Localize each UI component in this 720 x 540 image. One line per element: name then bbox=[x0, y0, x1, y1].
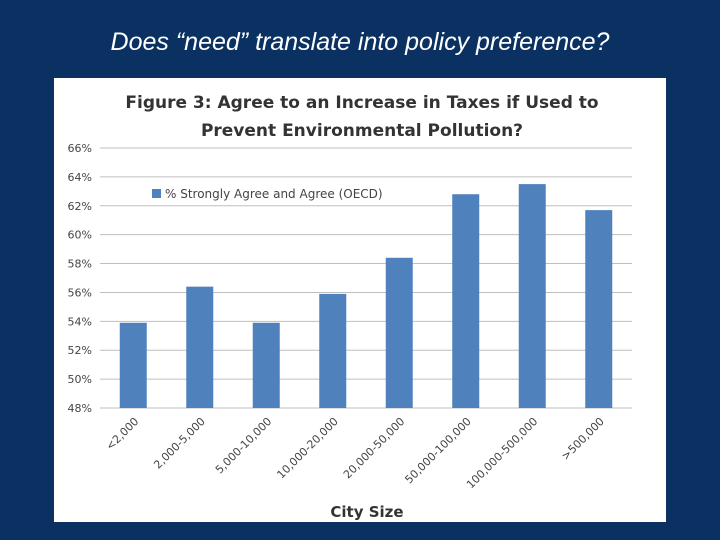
chart-panel: Figure 3: Agree to an Increase in Taxes … bbox=[54, 78, 666, 522]
y-tick-label: 58% bbox=[68, 258, 92, 271]
slide-title: Does “need” translate into policy prefer… bbox=[110, 28, 610, 56]
y-tick-label: 52% bbox=[68, 344, 92, 357]
bar bbox=[119, 322, 147, 408]
legend-label: % Strongly Agree and Agree (OECD) bbox=[165, 187, 383, 201]
bar-chart: Figure 3: Agree to an Increase in Taxes … bbox=[68, 93, 632, 521]
bar bbox=[385, 257, 413, 408]
chart-title-line-2: Prevent Environmental Pollution? bbox=[201, 121, 523, 141]
x-axis-ticks: <2,000 2,000-5,000 5,000-10,000 10,000-20,0… bbox=[103, 415, 606, 491]
y-tick-label: 64% bbox=[68, 171, 92, 184]
legend: % Strongly Agree and Agree (OECD) bbox=[152, 187, 383, 201]
bars bbox=[119, 184, 613, 408]
legend-swatch bbox=[152, 189, 161, 198]
x-tick-label: 10,000-20,000 bbox=[274, 415, 340, 481]
x-tick-label: 5,000-10,000 bbox=[213, 415, 274, 476]
y-tick-label: 56% bbox=[68, 286, 92, 299]
x-axis-label: City Size bbox=[330, 503, 403, 521]
y-tick-label: 54% bbox=[68, 315, 92, 328]
y-axis-ticks: 48% 50% 52% 54% 56% 58% 60% 62% 64% 66% bbox=[68, 142, 92, 415]
x-tick-label: <2,000 bbox=[103, 415, 141, 453]
x-tick-label: 50,000-100,000 bbox=[402, 415, 473, 486]
y-tick-label: 66% bbox=[68, 142, 92, 155]
x-tick-label: 100,000-500,000 bbox=[464, 415, 540, 491]
bar bbox=[585, 210, 613, 408]
y-tick-label: 48% bbox=[68, 402, 92, 415]
bar bbox=[186, 286, 214, 408]
x-tick-label: 2,000-5,000 bbox=[151, 415, 208, 472]
x-tick-label: >500,000 bbox=[559, 415, 607, 463]
bar bbox=[518, 184, 546, 408]
x-tick-label: 20,000-50,000 bbox=[341, 415, 407, 481]
y-tick-label: 60% bbox=[68, 229, 92, 242]
y-tick-label: 50% bbox=[68, 373, 92, 386]
bar bbox=[252, 322, 280, 408]
chart-title-line-1: Figure 3: Agree to an Increase in Taxes … bbox=[125, 93, 598, 113]
bar bbox=[452, 194, 480, 408]
y-tick-label: 62% bbox=[68, 200, 92, 213]
bar bbox=[319, 293, 347, 408]
